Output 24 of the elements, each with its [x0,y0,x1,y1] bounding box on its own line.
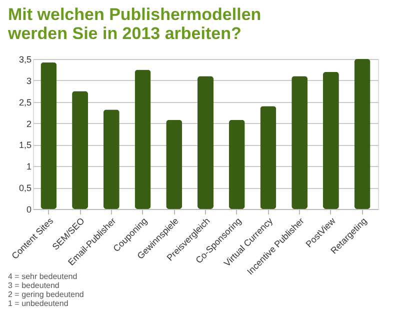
bar [322,72,339,209]
bar [260,106,276,209]
bar [198,76,214,209]
y-tick-label: 0 [26,204,32,214]
bar [103,110,120,209]
y-tick-label: 3 [26,76,32,86]
text: 4 = sehr bedeutend [8,272,78,281]
y-tick-label: 2 [26,118,32,129]
bar [228,120,245,209]
y-tick-label: 1,5 [18,140,32,150]
y-tick-label: 2,5 [18,97,32,108]
bar [72,91,88,209]
y-tick-label: 3,5 [18,54,32,64]
bar [134,70,151,209]
chart-title: Mit welchen Publishermodellen werden Sie in 2013 arbeiten? [7,5,262,43]
text: 2 = gering bedeutend [8,290,84,299]
text: 3 = bedeutend [8,281,60,290]
bar [292,76,308,209]
bar [166,120,182,209]
y-tick-label: 1 [26,162,32,172]
y-tick-label: 0,5 [18,183,32,194]
bar [40,62,57,209]
text: 1 = unbedeutend [8,299,68,308]
bar [354,59,370,209]
